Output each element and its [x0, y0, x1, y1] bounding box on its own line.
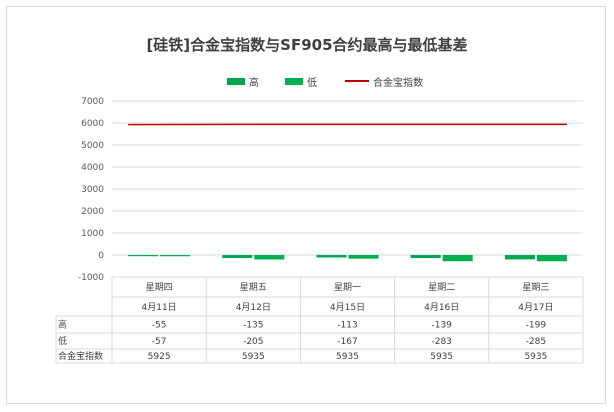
y-tick-label: 2000 — [81, 207, 104, 217]
x-category-date: 4月17日 — [518, 302, 553, 313]
bar-high — [222, 255, 253, 258]
table-cell-index: 5935 — [430, 352, 453, 362]
table-row-label-index: 合金宝指数 — [58, 350, 103, 362]
table-cell-index: 5935 — [242, 352, 265, 362]
legend-label-high: 高 — [249, 77, 259, 89]
legend-label-index: 合金宝指数 — [373, 77, 423, 89]
x-category-weekday: 星期四 — [146, 282, 173, 293]
bar-high — [410, 255, 441, 259]
y-tick-label: -1000 — [78, 273, 104, 283]
legend-item-high: 高 — [227, 73, 259, 89]
table-cell-low: -283 — [431, 337, 451, 347]
bar-low — [254, 255, 285, 260]
legend-swatch-high — [227, 77, 245, 85]
table-row-label-high: 高 — [58, 319, 67, 331]
y-tick-label: 3000 — [81, 185, 104, 195]
table-cell-low: -57 — [152, 337, 167, 347]
x-category-weekday: 星期一 — [334, 282, 361, 293]
bar-high — [128, 255, 159, 257]
table-cell-high: -139 — [431, 321, 452, 331]
chart-frame — [6, 6, 606, 404]
table-row-label-low: 低 — [58, 335, 67, 347]
x-category-date: 4月11日 — [142, 302, 177, 313]
x-category-weekday: 星期二 — [428, 282, 455, 293]
chart-title: [硅铁]合金宝指数与SF905合约最高与最低基差 — [146, 36, 468, 54]
y-tick-label: 0 — [98, 251, 104, 261]
bar-low — [160, 255, 191, 257]
bar-low — [442, 255, 473, 262]
table-cell-index: 5935 — [524, 352, 547, 362]
table-cell-low: -205 — [243, 337, 263, 347]
x-category-weekday: 星期五 — [240, 282, 267, 293]
x-category-weekday: 星期三 — [522, 282, 549, 293]
table-cell-index: 5935 — [336, 352, 359, 362]
legend-item-index: 合金宝指数 — [345, 73, 423, 89]
legend-swatch-low — [285, 77, 303, 85]
y-tick-label: 6000 — [81, 119, 104, 129]
x-category-date: 4月12日 — [236, 302, 271, 313]
y-tick-label: 7000 — [81, 97, 104, 107]
table-cell-high: -55 — [152, 321, 167, 331]
bar-low — [536, 255, 567, 262]
y-tick-label: 4000 — [81, 163, 104, 173]
y-tick-label: 5000 — [81, 141, 104, 151]
table-cell-index: 5925 — [148, 352, 171, 362]
bar-high — [316, 255, 347, 258]
table-cell-high: -135 — [243, 321, 263, 331]
table-cell-low: -167 — [337, 337, 357, 347]
table-cell-low: -285 — [526, 337, 546, 347]
x-category-date: 4月16日 — [424, 302, 459, 313]
legend-label-low: 低 — [307, 77, 317, 89]
y-tick-label: 1000 — [81, 229, 104, 239]
bar-high — [504, 255, 535, 260]
legend-item-low: 低 — [285, 73, 317, 89]
table-cell-high: -113 — [337, 321, 357, 331]
bar-low — [348, 255, 379, 259]
table-cell-high: -199 — [526, 321, 547, 331]
x-category-date: 4月15日 — [330, 302, 365, 313]
legend-swatch-index — [345, 80, 369, 82]
